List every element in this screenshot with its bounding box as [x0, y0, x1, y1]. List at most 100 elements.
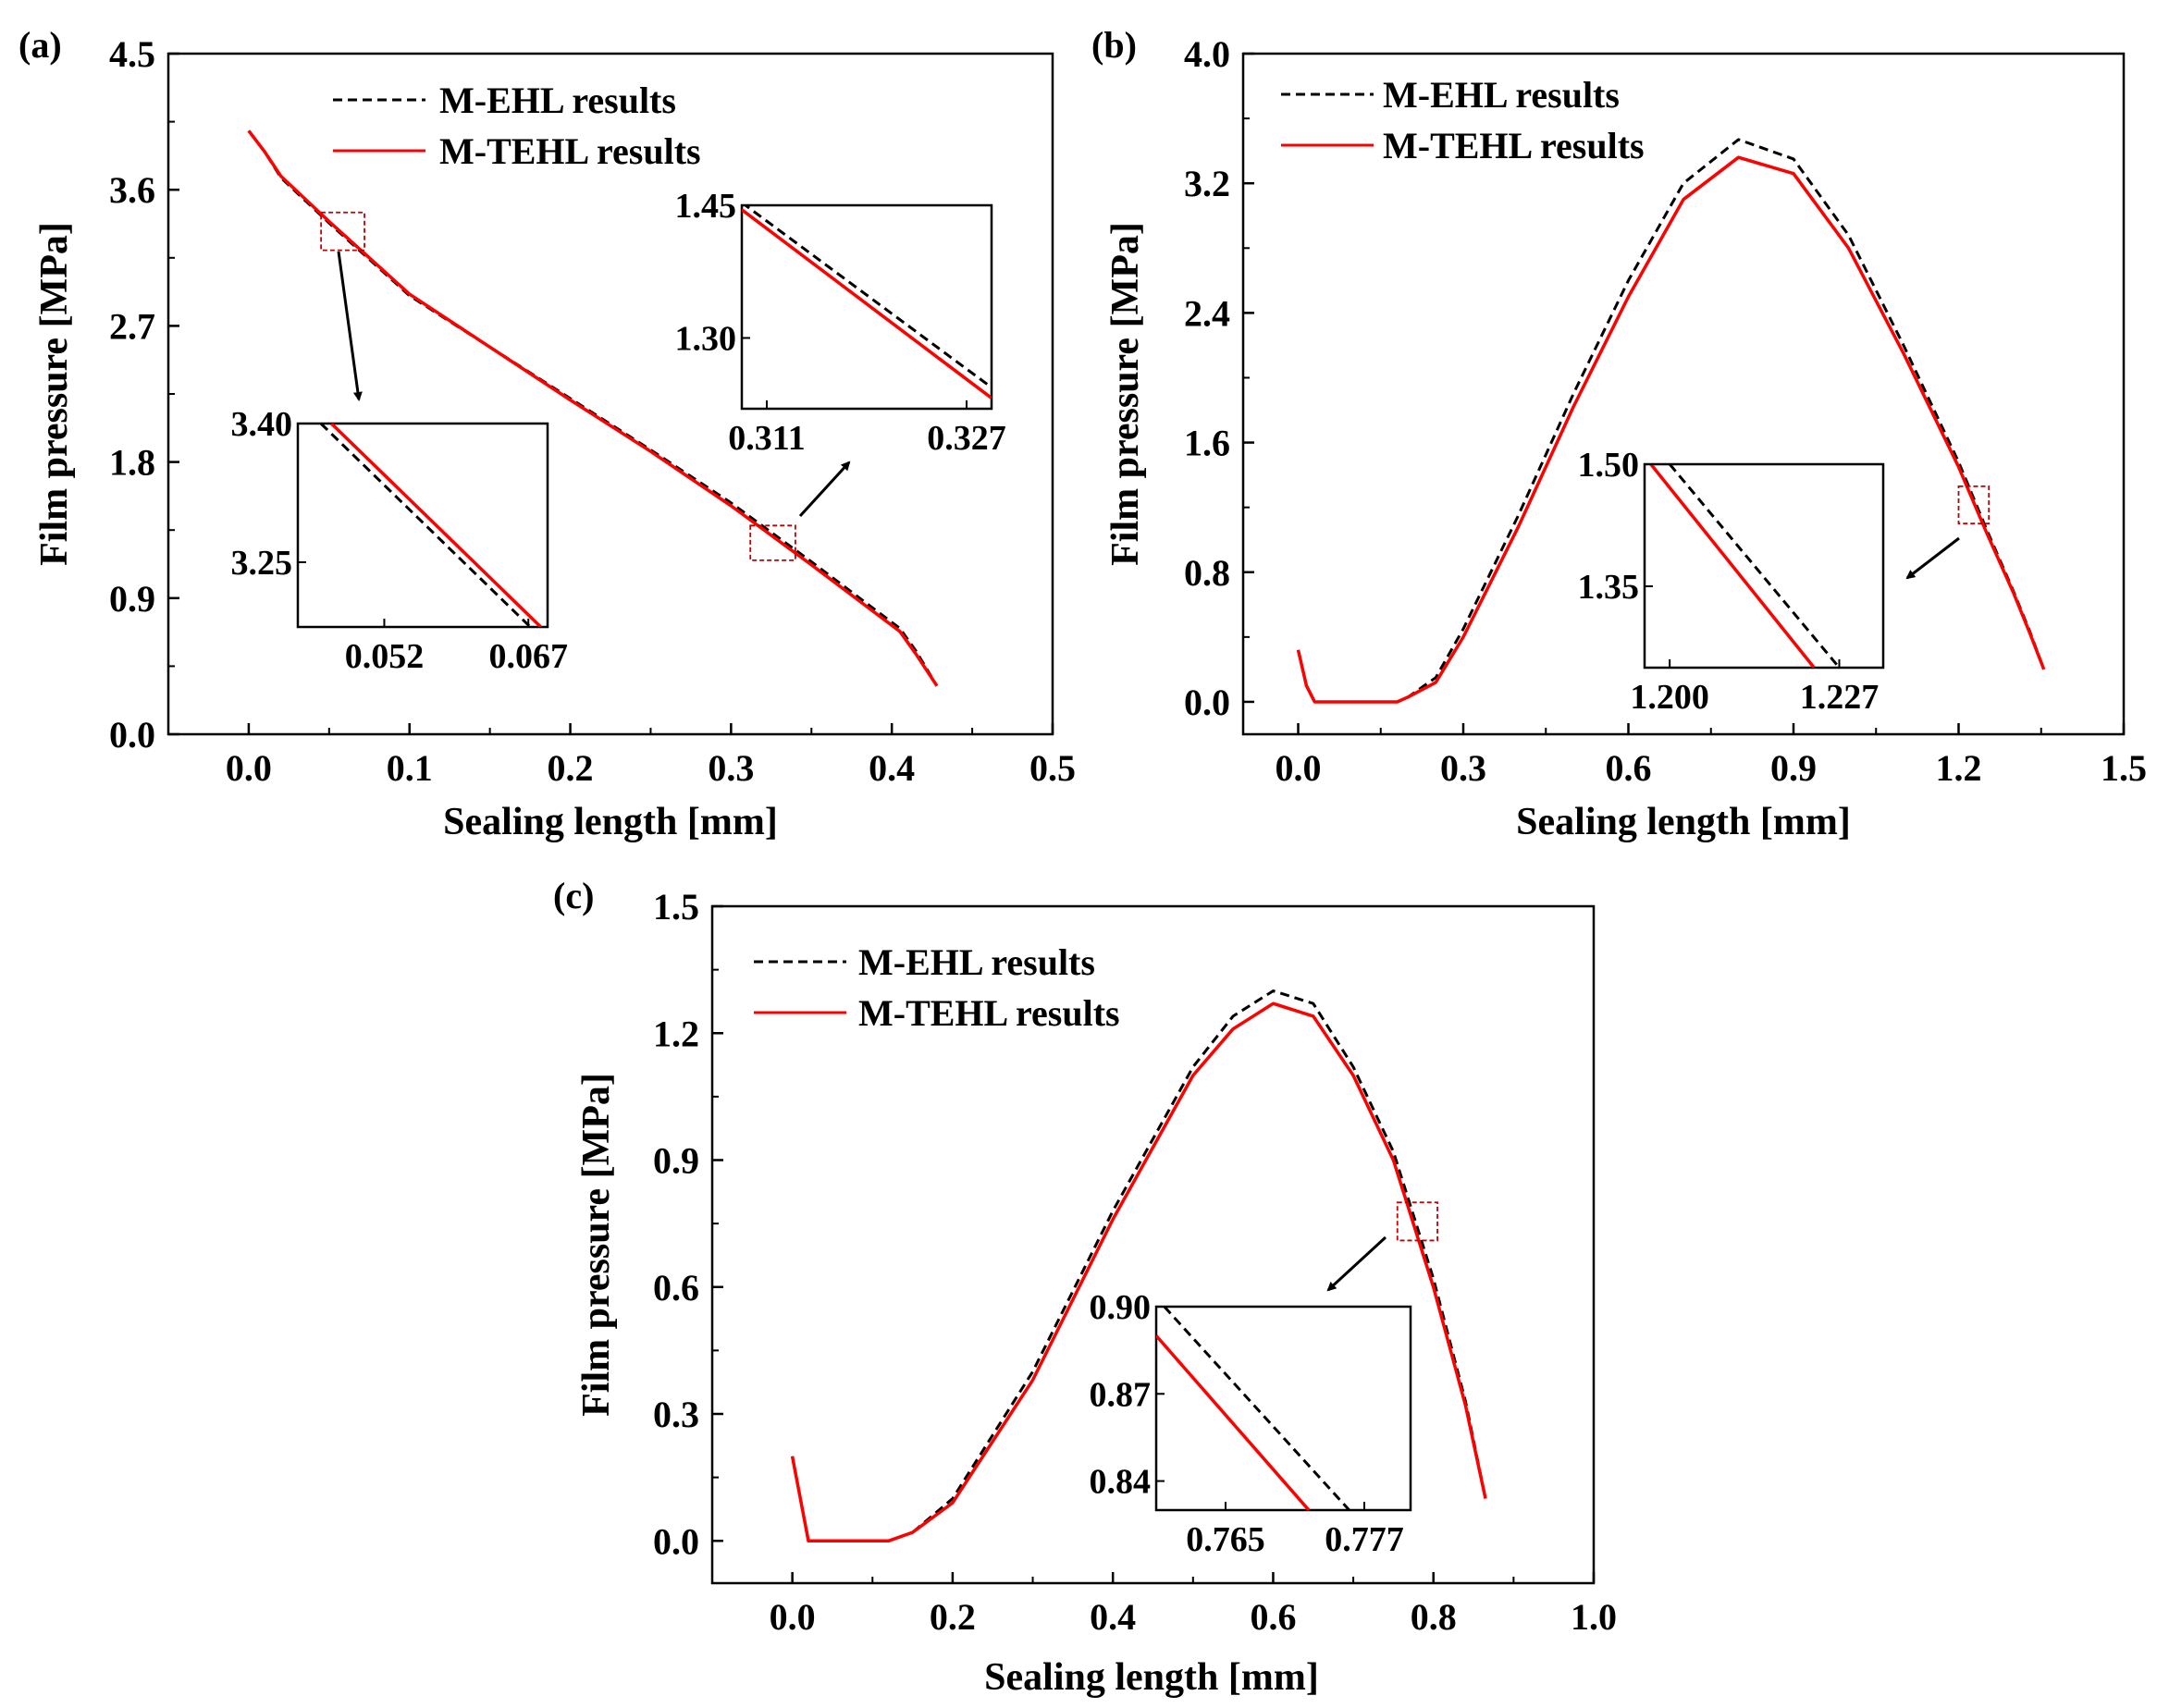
- x-tick-label: 0.1: [387, 747, 433, 789]
- x-tick-label: 0.0: [770, 1596, 816, 1638]
- panel-b-ylabel: Film pressure [MPa]: [1104, 222, 1147, 566]
- y-tick-label: 4.0: [1184, 33, 1230, 75]
- y-tick-label: 1.2: [653, 1013, 699, 1054]
- main-tehl-line: [790, 1001, 1487, 1543]
- y-tick-label: 1.6: [1184, 423, 1230, 464]
- inset-x-tick-label: 0.765: [1186, 1520, 1265, 1559]
- x-tick-label: 0.0: [226, 747, 272, 789]
- legend-tehl-label: M-TEHL results: [439, 130, 701, 172]
- panel-a: (a) 0.0 0.1 0.2 0.3 0.4 0.5 0.0 0.9 1.8 2.7 3.6 4.…: [18, 24, 1076, 843]
- legend-tehl-label: M-TEHL results: [858, 992, 1120, 1034]
- inset-y-tick-label: 1.45: [675, 187, 737, 226]
- panel-a-arrow-1: [337, 251, 363, 401]
- legend-ehl-label: M-EHL results: [439, 80, 676, 121]
- panel-b-frame: [1241, 52, 2126, 736]
- inset-x-tick-label: 0.311: [728, 419, 805, 458]
- inset-plot: 1.200 1.227 1.35 1.50: [1578, 446, 1885, 717]
- inset-frame: [1643, 462, 1885, 670]
- inset-y-tick-label: 0.84: [1090, 1463, 1152, 1502]
- panel-a-tag: (a): [18, 24, 62, 66]
- panel-c-tag: (c): [553, 875, 594, 916]
- y-tick-label: 3.2: [1184, 163, 1230, 204]
- panel-a-legend: M-EHL results M-TEHL results: [333, 80, 701, 172]
- inset-tehl-line: [1156, 1334, 1311, 1510]
- main-tehl-line: [1296, 155, 2046, 704]
- y-tick-label: 0.8: [1184, 552, 1230, 594]
- x-tick-label: 0.6: [1250, 1596, 1296, 1638]
- panel-b-xlabel: Sealing length [mm]: [1516, 801, 1851, 843]
- inset-frame: [1154, 1305, 1412, 1512]
- inset-ehl-line: [1163, 1307, 1350, 1510]
- zoom-region-box: [1396, 1201, 1438, 1242]
- inset-tehl-line: [1649, 464, 1816, 668]
- inset-plot: 0.765 0.777 0.84 0.87 0.90: [1090, 1288, 1412, 1559]
- panel-b-arrow: [1905, 536, 1960, 580]
- x-tick-label: 1.5: [2101, 747, 2147, 789]
- y-tick-label: 0.0: [653, 1520, 699, 1562]
- inset-plot: 0.052 0.067 3.25 3.40: [231, 405, 568, 676]
- panel-c-ylabel: Film pressure [MPa]: [575, 1073, 618, 1417]
- panel-c-frame: [710, 904, 1596, 1585]
- y-tick-label: 0.9: [653, 1140, 699, 1182]
- inset-series: [1156, 1307, 1350, 1510]
- y-tick-label: 1.5: [653, 886, 699, 928]
- panel-a-ylabel: Film pressure [MPa]: [33, 222, 76, 566]
- x-tick-label: 0.0: [1276, 747, 1322, 789]
- panel-c-arrow: [1326, 1235, 1387, 1292]
- panel-c-xlabel: Sealing length [mm]: [984, 1656, 1319, 1699]
- inset-y-tick-label: 3.25: [231, 544, 293, 583]
- panel-a-arrow-2: [798, 461, 851, 518]
- inset-x-tick-label: 0.067: [488, 637, 568, 676]
- legend-ehl-label: M-EHL results: [1383, 74, 1620, 116]
- main-tehl-line: [247, 129, 939, 687]
- inset-ehl-line: [319, 424, 532, 627]
- inset-series: [742, 205, 992, 399]
- x-tick-label: 1.2: [1936, 747, 1982, 789]
- legend-tehl-label: M-TEHL results: [1383, 125, 1645, 166]
- y-tick-label: 0.6: [653, 1267, 699, 1309]
- legend-ehl-label: M-EHL results: [858, 941, 1095, 983]
- x-tick-label: 0.4: [1090, 1596, 1136, 1638]
- y-tick-label: 4.5: [109, 33, 155, 75]
- inset-plot: 0.311 0.327 1.30 1.45: [675, 187, 1006, 458]
- y-tick-label: 1.8: [109, 442, 155, 484]
- inset-y-tick-label: 1.30: [675, 319, 737, 358]
- zoom-region-box: [1957, 485, 1991, 525]
- inset-ehl-line: [743, 205, 992, 389]
- y-tick-label: 3.6: [109, 169, 155, 211]
- panel-c-legend: M-EHL results M-TEHL results: [754, 941, 1120, 1034]
- x-tick-label: 0.2: [548, 747, 594, 789]
- inset-tehl-line: [330, 424, 542, 627]
- x-tick-label: 0.6: [1606, 747, 1652, 789]
- inset-y-tick-label: 0.87: [1090, 1375, 1152, 1414]
- x-tick-label: 0.8: [1411, 1596, 1457, 1638]
- x-tick-label: 1.0: [1571, 1596, 1617, 1638]
- panel-c: (c) 0.0 0.2 0.4 0.6 0.8 1.0 0.0 0.3 0.6 0.9 1.2 1.…: [553, 875, 1617, 1699]
- y-tick-label: 0.3: [653, 1394, 699, 1435]
- y-tick-label: 2.4: [1184, 292, 1230, 334]
- inset-x-tick-label: 1.227: [1800, 678, 1880, 717]
- panel-b-legend: M-EHL results M-TEHL results: [1281, 74, 1645, 166]
- inset-y-tick-label: 1.35: [1578, 568, 1640, 607]
- inset-x-tick-label: 0.777: [1325, 1520, 1404, 1559]
- inset-x-tick-label: 0.052: [345, 637, 425, 676]
- inset-y-tick-label: 0.90: [1090, 1288, 1152, 1327]
- y-tick-label: 2.7: [109, 305, 155, 347]
- inset-x-tick-label: 0.327: [927, 419, 1006, 458]
- x-tick-label: 0.3: [708, 747, 754, 789]
- panel-a-xlabel: Sealing length [mm]: [443, 801, 778, 843]
- inset-series: [1649, 464, 1841, 668]
- inset-tehl-line: [742, 208, 992, 399]
- x-tick-label: 0.2: [930, 1596, 976, 1638]
- x-tick-label: 0.3: [1440, 747, 1486, 789]
- y-tick-label: 0.0: [1184, 682, 1230, 723]
- zoom-region-box: [320, 211, 365, 252]
- x-tick-label: 0.9: [1770, 747, 1817, 789]
- x-tick-label: 0.5: [1029, 747, 1076, 789]
- x-tick-label: 0.4: [869, 747, 915, 789]
- inset-y-tick-label: 3.40: [231, 405, 293, 444]
- inset-y-tick-label: 1.50: [1578, 446, 1640, 485]
- inset-x-tick-label: 1.200: [1630, 678, 1709, 717]
- zoom-region-box: [749, 524, 796, 561]
